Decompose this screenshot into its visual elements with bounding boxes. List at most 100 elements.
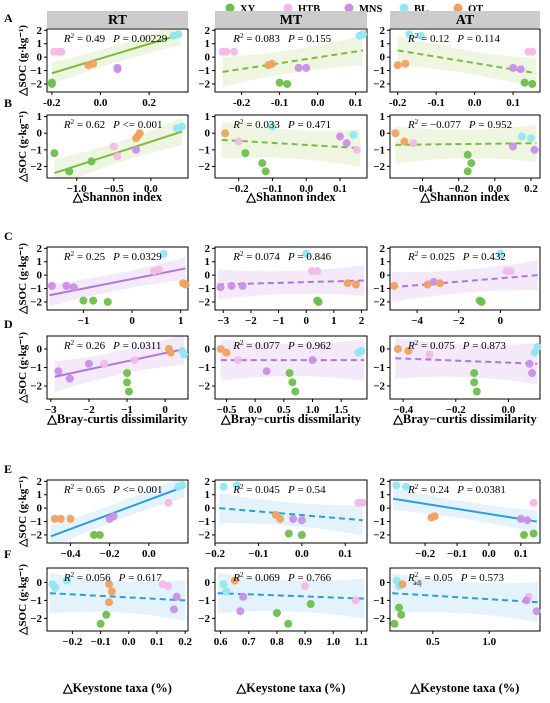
regression-line	[395, 357, 538, 365]
data-point-bl	[62, 576, 71, 585]
regression-line	[393, 497, 537, 523]
x-tick-label: 0.1	[506, 97, 520, 109]
y-tick-label: −2	[198, 78, 210, 90]
data-point-htb	[409, 139, 418, 148]
panel-f-at: −2 −1 0 0.5 1.0 R2 adj = 0.05 P = 0.573	[373, 567, 541, 648]
legend-label: BL	[414, 4, 428, 15]
data-point-xy	[477, 297, 486, 306]
y-tick-label: 2	[37, 243, 43, 255]
stats-annotation: R2 = 0.12 P = 0.114	[407, 32, 500, 45]
data-point-xy	[395, 603, 404, 612]
x-tick-label: −1	[121, 404, 133, 416]
x-tick-label: 0.1	[338, 548, 352, 560]
y-tick-label: 0	[380, 270, 386, 282]
data-point-mns	[289, 514, 298, 523]
plot-frame	[389, 567, 541, 632]
data-point-qt	[105, 580, 114, 589]
legend-marker	[344, 3, 354, 13]
legend-marker	[283, 3, 293, 13]
x-tick-label: −2	[245, 315, 257, 327]
y-tick-label: −1	[373, 362, 385, 374]
legend-item-qt: QT	[453, 3, 483, 15]
x-tick-label: 0.0	[248, 404, 262, 416]
data-point-bl	[359, 30, 368, 39]
x-tick-label: 1.0	[482, 636, 496, 648]
x-tick-label: 0.0	[502, 404, 516, 416]
data-point-mns	[262, 367, 271, 376]
data-point-bl	[517, 132, 526, 141]
data-point-bl	[174, 30, 183, 39]
data-point-qt	[393, 344, 402, 353]
data-point-mns	[62, 281, 71, 290]
y-tick-label: 0	[37, 128, 43, 140]
stats-annotation: R2 = 0.025 P = 0.432	[407, 250, 506, 263]
y-tick-label: 1	[205, 489, 211, 501]
data-point-htb	[222, 47, 231, 56]
y-axis-label: △SOC (g·kg⁻¹)	[17, 243, 29, 315]
y-tick-label: 0	[37, 343, 43, 355]
plot-frame	[46, 567, 189, 632]
data-point-htb	[164, 498, 173, 507]
data-point-mns	[429, 277, 438, 286]
data-point-mns	[302, 63, 311, 72]
stats-annotation: R2 = 0.033 P = 0.471	[232, 118, 331, 131]
regression-line	[221, 138, 361, 150]
x-tick-label: 2	[359, 315, 365, 327]
data-point-qt	[401, 59, 410, 68]
stats-annotation: R2 = 0.62 P <= 0.001	[63, 118, 163, 131]
data-point-mns	[516, 65, 525, 74]
y-tick-label: 1	[205, 256, 211, 268]
panel-a-mt: −2−10 12 -0.2 -0.1 0.0 0.1 R2 = 0.083 P = 0.155	[198, 25, 368, 109]
data-point-xy	[261, 167, 270, 176]
data-point-qt	[390, 281, 399, 290]
y-tick-label: 0	[37, 270, 43, 282]
regression-line	[392, 592, 538, 604]
x-tick-label: 0.0	[482, 548, 496, 560]
data-point-xy	[397, 610, 406, 619]
stats-annotation: R2 = 0.077 P = 0.962	[232, 339, 331, 352]
data-point-qt	[66, 514, 75, 523]
plot-frame	[214, 28, 368, 93]
data-point-mns	[516, 514, 525, 523]
data-point-qt	[89, 59, 98, 68]
data-point-bl	[302, 249, 311, 258]
x-tick-label: 0.1	[514, 548, 528, 560]
data-point-bl	[51, 583, 60, 592]
data-point-qt	[400, 137, 409, 146]
data-point-qt	[351, 280, 360, 289]
data-point-xy	[472, 387, 481, 396]
x-tick-label: −3	[45, 404, 57, 416]
x-tick-label: −2	[453, 315, 465, 327]
legend-label: MNS	[359, 4, 382, 15]
data-point-xy	[275, 78, 284, 87]
data-point-qt	[436, 279, 444, 288]
y-tick-label: 1	[380, 111, 386, 123]
plot-frame	[389, 246, 541, 311]
data-point-xy	[95, 530, 104, 539]
data-point-mns	[113, 65, 122, 74]
data-point-xy	[79, 296, 88, 305]
data-point-bl	[357, 346, 366, 355]
data-point-mns	[335, 132, 344, 141]
x-tick-label: 0	[162, 404, 168, 416]
row-letter-c: C	[4, 229, 13, 243]
y-tick-label: 0	[205, 52, 211, 64]
data-point-xy	[102, 610, 111, 619]
x-tick-label: 0.0	[311, 97, 325, 109]
data-point-xy	[285, 369, 294, 378]
x-tick-label: −2	[83, 404, 95, 416]
y-tick-label: 2	[205, 243, 211, 255]
data-point-qt	[391, 129, 400, 138]
x-tick-label: −0.5	[216, 404, 237, 416]
data-point-qt	[222, 348, 231, 357]
stats-annotation: R2 = 0.083 P = 0.155	[232, 32, 331, 45]
plot-frame	[389, 28, 541, 93]
x-tick-label: 0.1	[150, 636, 164, 648]
data-point-xy	[103, 297, 112, 306]
data-point-htb	[109, 142, 118, 151]
data-point-bl	[526, 134, 535, 143]
confidence-band	[221, 121, 361, 167]
y-tick-label: 0	[380, 128, 386, 140]
x-tick-label: 0.2	[178, 636, 192, 648]
y-tick-label: −1	[198, 144, 210, 156]
